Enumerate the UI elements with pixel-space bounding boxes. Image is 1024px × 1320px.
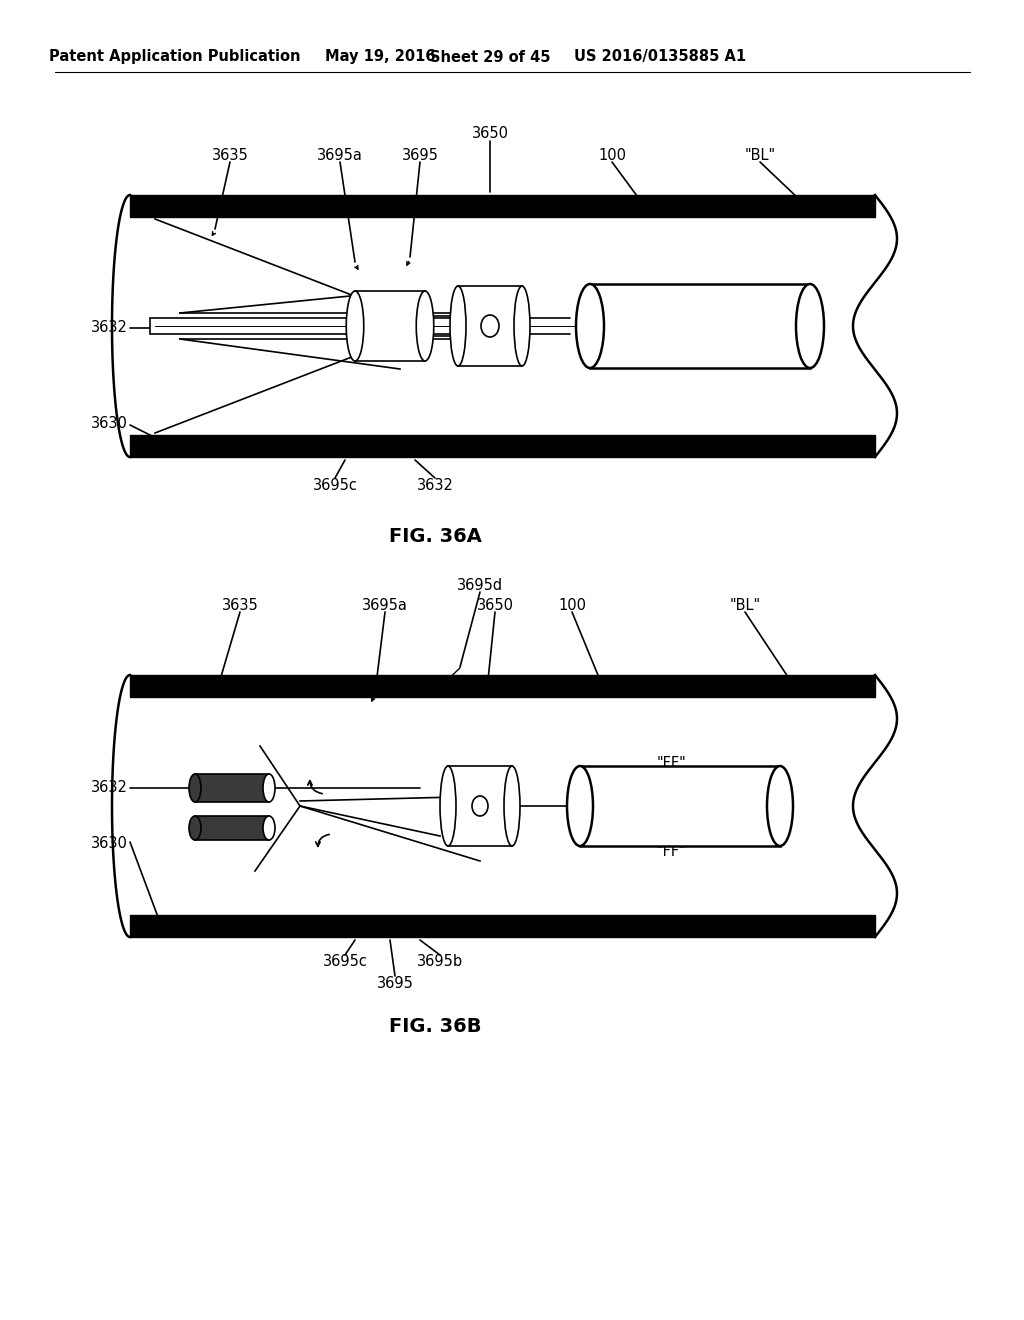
Bar [195, 816, 269, 840]
Ellipse shape [346, 290, 364, 360]
Ellipse shape [263, 774, 275, 803]
Text: 3695: 3695 [377, 977, 414, 991]
Ellipse shape [189, 774, 201, 803]
Bar [449, 766, 512, 846]
Text: 3695a: 3695a [317, 148, 362, 162]
Text: 3695c: 3695c [312, 478, 357, 492]
Text: 3635: 3635 [212, 148, 249, 162]
Text: 3630: 3630 [91, 416, 128, 430]
Ellipse shape [472, 796, 488, 816]
Bar [195, 774, 269, 803]
Text: "BL": "BL" [744, 148, 775, 162]
Text: 3632: 3632 [91, 321, 128, 335]
Text: 3695a: 3695a [362, 598, 408, 612]
Text: 3695d: 3695d [457, 578, 503, 593]
Ellipse shape [504, 766, 520, 846]
Text: 3630: 3630 [91, 837, 128, 851]
Text: 100: 100 [558, 598, 586, 612]
Ellipse shape [189, 816, 201, 840]
Bar [150, 318, 510, 334]
Text: 3632: 3632 [91, 780, 128, 796]
Text: "FF": "FF" [657, 843, 687, 858]
Text: 3695c: 3695c [323, 954, 368, 969]
Text: 3695: 3695 [401, 148, 438, 162]
Ellipse shape [575, 284, 604, 368]
Ellipse shape [481, 315, 499, 337]
Text: 3635: 3635 [221, 598, 258, 612]
Text: FIG. 36B: FIG. 36B [389, 1018, 481, 1036]
Bar [580, 766, 780, 846]
Text: "BL": "BL" [729, 598, 761, 612]
Bar [355, 290, 425, 360]
Ellipse shape [514, 286, 530, 366]
Text: FIG. 36A: FIG. 36A [388, 528, 481, 546]
Ellipse shape [263, 816, 275, 840]
Ellipse shape [567, 766, 593, 846]
Text: 3695b: 3695b [417, 954, 463, 969]
Text: May 19, 2016: May 19, 2016 [325, 49, 435, 65]
Text: "FF": "FF" [657, 755, 687, 771]
Text: 3650: 3650 [471, 125, 509, 140]
Text: US 2016/0135885 A1: US 2016/0135885 A1 [573, 49, 746, 65]
Text: 3632: 3632 [417, 478, 454, 492]
Text: 3650: 3650 [476, 598, 513, 612]
Ellipse shape [796, 284, 824, 368]
Bar [590, 284, 810, 368]
Ellipse shape [416, 290, 434, 360]
Bar [458, 286, 522, 366]
Ellipse shape [767, 766, 793, 846]
Text: Patent Application Publication: Patent Application Publication [49, 49, 301, 65]
Text: Sheet 29 of 45: Sheet 29 of 45 [430, 49, 550, 65]
Text: 100: 100 [598, 148, 626, 162]
Ellipse shape [440, 766, 456, 846]
Ellipse shape [450, 286, 466, 366]
